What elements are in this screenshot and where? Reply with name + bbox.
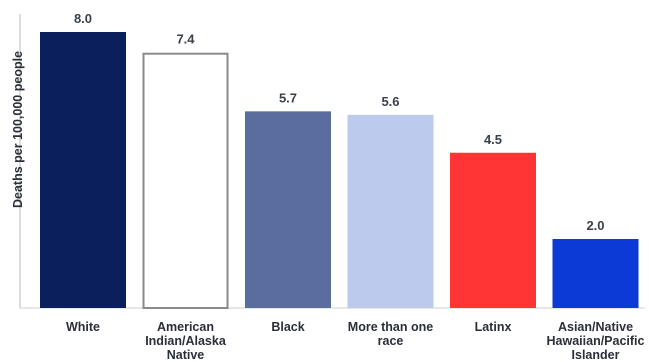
category-label-line: Black [271,320,304,334]
category-label-line: Native [167,348,205,362]
value-label-1: 8.0 [74,11,92,26]
category-label-line: Hawaiian/Pacific [547,334,645,348]
bar-5 [450,152,536,308]
category-label-line: Latinx [475,320,512,334]
value-label-5: 4.5 [484,132,502,147]
bar-2 [142,52,229,310]
category-label-line: American [157,320,214,334]
bar-1 [40,32,126,308]
category-label-6: Asian/Native Hawaiian/Pacific Islander [547,320,645,362]
value-label-4: 5.6 [381,94,399,109]
bar-4 [347,114,434,308]
category-label-3: Black [271,320,304,334]
category-label-line: Islander [572,348,620,362]
value-label-2: 7.4 [176,32,195,47]
category-label-4: More than one race [348,320,433,348]
value-labels-group: 8.0 7.4 5.7 5.6 4.5 2.0 [74,11,605,233]
bar-6 [552,239,639,308]
category-label-2: American Indian/Alaska Native [145,320,227,362]
category-label-1: White [66,320,100,334]
bars-group [40,32,639,310]
bar-3 [245,111,331,308]
category-label-line: Asian/Native [558,320,633,334]
category-label-line: White [66,320,100,334]
category-label-line: More than one [348,320,433,334]
value-label-3: 5.7 [279,90,297,105]
category-label-5: Latinx [475,320,512,334]
category-label-line: race [378,334,404,348]
y-axis-label: Deaths per 100,000 people [11,51,25,208]
category-label-line: Indian/Alaska [145,334,227,348]
category-labels-group: White American Indian/Alaska Native Black Mor… [66,320,645,362]
value-label-6: 2.0 [586,218,604,233]
